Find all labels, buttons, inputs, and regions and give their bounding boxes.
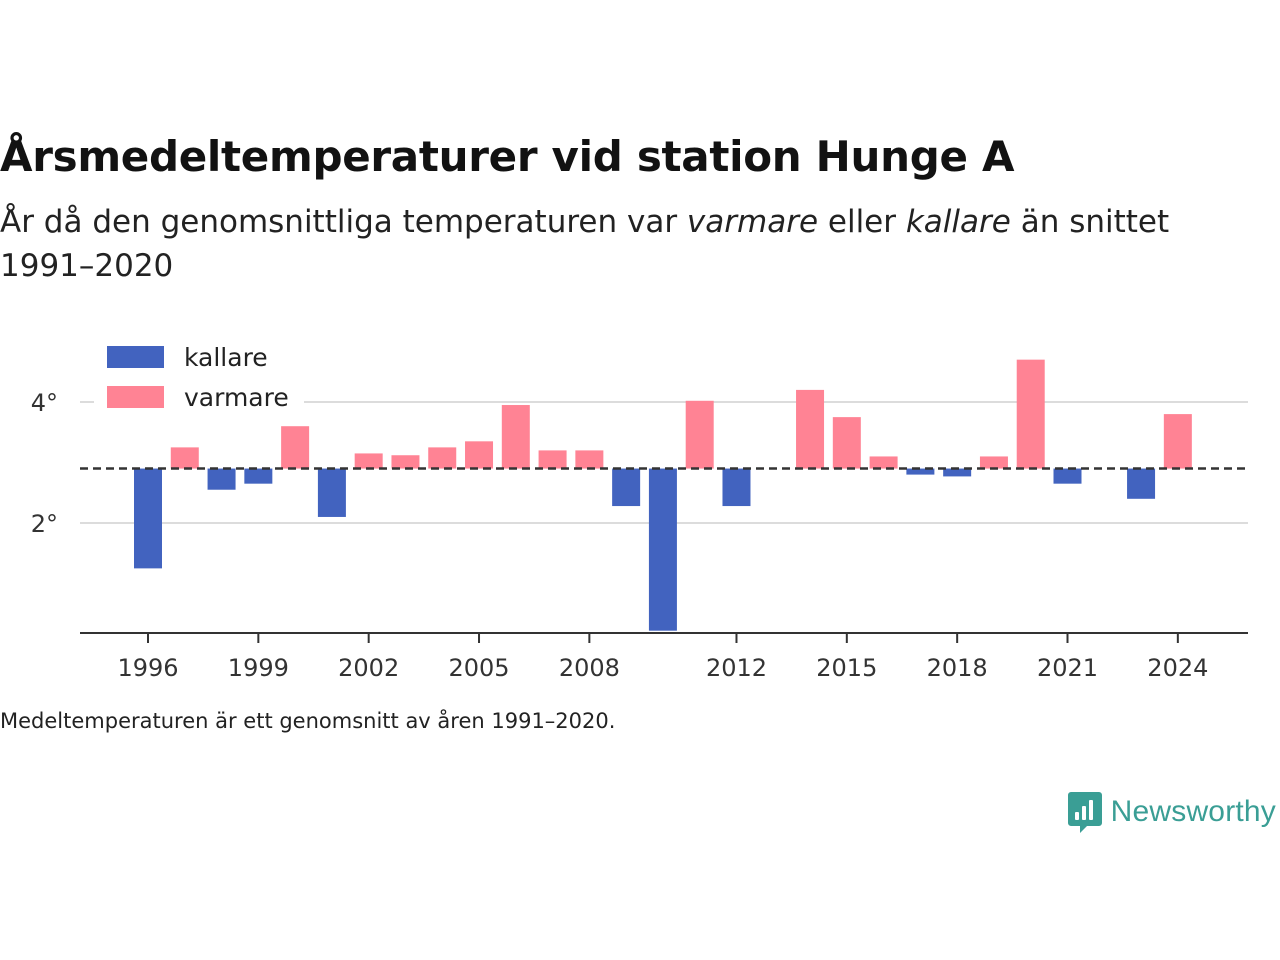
bar-warmer [428,447,457,469]
bar-warmer [391,455,420,469]
chart-title: Årsmedeltemperaturer vid station Hunge A [0,132,1015,181]
bar-colder [244,468,273,484]
bar-warmer [1163,414,1192,469]
bar-warmer [979,456,1008,469]
bar-warmer [869,456,898,469]
bar-colder [722,468,751,507]
y-tick-label: 2° [31,510,58,538]
brand-name: Newsworthy [1110,795,1276,828]
legend-swatch-colder [107,346,164,368]
x-tick-label: 2002 [338,654,399,682]
subtitle-text-2: eller [818,204,906,240]
bar-colder [207,468,236,490]
bar-colder [1127,468,1156,499]
y-tick-label: 4° [31,389,58,417]
bar-warmer [685,400,714,469]
bar-warmer [1016,359,1045,469]
bar-colder [317,468,346,517]
legend-label-warmer: varmare [184,383,289,412]
bar-colder [612,468,641,507]
bar-colder [134,468,162,569]
x-tick-label: 2024 [1147,654,1208,682]
x-tick-label: 1996 [117,654,178,682]
subtitle-text-1: År då den genomsnittliga temperaturen va… [0,204,687,240]
bar-chart-speech-bubble-icon [1067,792,1102,833]
x-tick-label: 2021 [1037,654,1098,682]
bar-colder [648,468,677,631]
x-tick-label: 2008 [559,654,620,682]
bar-warmer [281,426,310,469]
bar-warmer [575,450,604,469]
chart-subtitle: År då den genomsnittliga temperaturen va… [0,200,1200,288]
bar-warmer [538,450,567,469]
bar-warmer [796,389,825,469]
bar-warmer [501,405,530,469]
bar-colder [906,468,935,475]
chart-footnote: Medeltemperaturen är ett genomsnitt av å… [0,709,616,733]
temperature-bar-chart: 4° 2° 1996 1999 2002 2005 2008 2012 2015 2018 2021… [31,340,1248,682]
x-tick-label: 2005 [448,654,509,682]
subtitle-text-3: än snittet 1991–2020 [0,204,1170,284]
x-tick-label: 2018 [927,654,988,682]
bar-colder [943,468,972,477]
bar-warmer [170,447,199,469]
subtitle-colder-word: kallare [905,204,1011,240]
bar-warmer [832,417,861,469]
bar-warmer [465,441,494,469]
subtitle-warmer-word: varmare [686,204,819,240]
x-tick-label: 2015 [816,654,877,682]
legend-swatch-warmer [107,386,164,408]
legend-label-colder: kallare [184,343,268,372]
newsworthy-brand: Newsworthy [1067,790,1276,834]
bar-colder [1053,468,1082,484]
bar-warmer [354,453,383,469]
x-tick-label: 1999 [228,654,289,682]
x-tick-label: 2012 [706,654,767,682]
